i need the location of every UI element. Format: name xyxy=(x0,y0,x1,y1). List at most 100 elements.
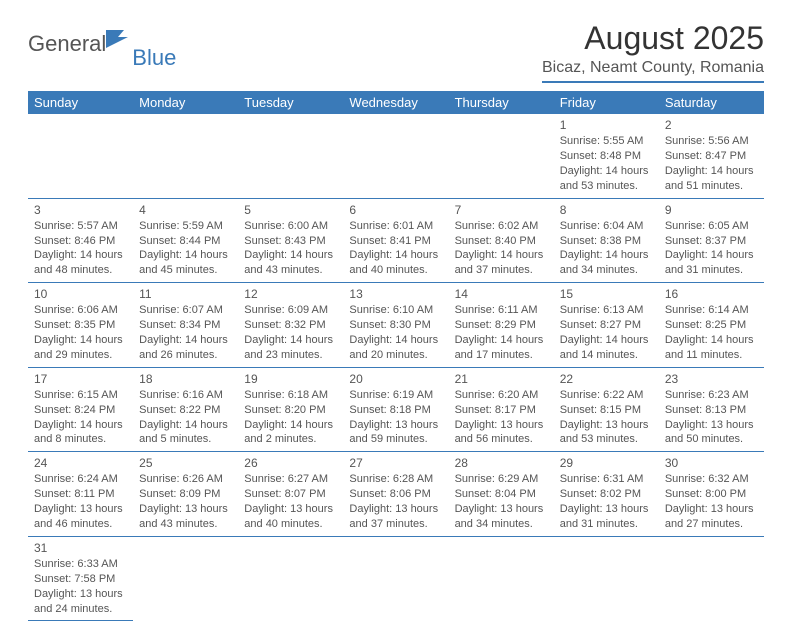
calendar-cell: 23Sunrise: 6:23 AMSunset: 8:13 PMDayligh… xyxy=(659,367,764,452)
day-number: 13 xyxy=(349,286,442,302)
sunset-text: Sunset: 8:06 PM xyxy=(349,487,442,502)
calendar-cell-empty xyxy=(133,536,238,621)
calendar-cell: 11Sunrise: 6:07 AMSunset: 8:34 PMDayligh… xyxy=(133,283,238,368)
calendar-header-row: SundayMondayTuesdayWednesdayThursdayFrid… xyxy=(28,91,764,114)
logo-text-general: General xyxy=(28,31,106,57)
calendar-cell: 28Sunrise: 6:29 AMSunset: 8:04 PMDayligh… xyxy=(449,452,554,537)
calendar-cell: 12Sunrise: 6:09 AMSunset: 8:32 PMDayligh… xyxy=(238,283,343,368)
daylight-text: Daylight: 13 hours and 59 minutes. xyxy=(349,418,442,448)
sunset-text: Sunset: 8:18 PM xyxy=(349,403,442,418)
day-number: 23 xyxy=(665,371,758,387)
day-header: Wednesday xyxy=(343,91,448,114)
daylight-text: Daylight: 14 hours and 48 minutes. xyxy=(34,248,127,278)
month-title: August 2025 xyxy=(542,20,764,57)
calendar-cell: 1Sunrise: 5:55 AMSunset: 8:48 PMDaylight… xyxy=(554,114,659,198)
calendar-cell: 27Sunrise: 6:28 AMSunset: 8:06 PMDayligh… xyxy=(343,452,448,537)
daylight-text: Daylight: 13 hours and 50 minutes. xyxy=(665,418,758,448)
day-number: 25 xyxy=(139,455,232,471)
calendar-cell: 14Sunrise: 6:11 AMSunset: 8:29 PMDayligh… xyxy=(449,283,554,368)
sunset-text: Sunset: 8:37 PM xyxy=(665,234,758,249)
sunset-text: Sunset: 8:35 PM xyxy=(34,318,127,333)
day-number: 6 xyxy=(349,202,442,218)
day-number: 1 xyxy=(560,117,653,133)
daylight-text: Daylight: 14 hours and 51 minutes. xyxy=(665,164,758,194)
sunrise-text: Sunrise: 5:55 AM xyxy=(560,134,653,149)
daylight-text: Daylight: 14 hours and 29 minutes. xyxy=(34,333,127,363)
calendar-cell: 15Sunrise: 6:13 AMSunset: 8:27 PMDayligh… xyxy=(554,283,659,368)
daylight-text: Daylight: 14 hours and 43 minutes. xyxy=(244,248,337,278)
daylight-text: Daylight: 14 hours and 2 minutes. xyxy=(244,418,337,448)
sunrise-text: Sunrise: 5:57 AM xyxy=(34,219,127,234)
calendar-cell-empty xyxy=(28,114,133,198)
daylight-text: Daylight: 14 hours and 34 minutes. xyxy=(560,248,653,278)
daylight-text: Daylight: 13 hours and 27 minutes. xyxy=(665,502,758,532)
logo-text-blue: Blue xyxy=(132,45,176,71)
daylight-text: Daylight: 13 hours and 40 minutes. xyxy=(244,502,337,532)
calendar-cell: 29Sunrise: 6:31 AMSunset: 8:02 PMDayligh… xyxy=(554,452,659,537)
logo-flag-icon xyxy=(104,28,132,55)
sunrise-text: Sunrise: 6:15 AM xyxy=(34,388,127,403)
calendar-cell: 7Sunrise: 6:02 AMSunset: 8:40 PMDaylight… xyxy=(449,198,554,283)
sunrise-text: Sunrise: 6:24 AM xyxy=(34,472,127,487)
sunset-text: Sunset: 8:24 PM xyxy=(34,403,127,418)
sunset-text: Sunset: 8:25 PM xyxy=(665,318,758,333)
daylight-text: Daylight: 14 hours and 8 minutes. xyxy=(34,418,127,448)
sunrise-text: Sunrise: 6:28 AM xyxy=(349,472,442,487)
day-number: 26 xyxy=(244,455,337,471)
daylight-text: Daylight: 13 hours and 46 minutes. xyxy=(34,502,127,532)
sunset-text: Sunset: 8:09 PM xyxy=(139,487,232,502)
daylight-text: Daylight: 13 hours and 53 minutes. xyxy=(560,418,653,448)
sunrise-text: Sunrise: 6:07 AM xyxy=(139,303,232,318)
sunrise-text: Sunrise: 6:19 AM xyxy=(349,388,442,403)
day-number: 8 xyxy=(560,202,653,218)
calendar-cell: 20Sunrise: 6:19 AMSunset: 8:18 PMDayligh… xyxy=(343,367,448,452)
sunset-text: Sunset: 8:04 PM xyxy=(455,487,548,502)
day-number: 24 xyxy=(34,455,127,471)
calendar-cell: 13Sunrise: 6:10 AMSunset: 8:30 PMDayligh… xyxy=(343,283,448,368)
calendar-cell: 31Sunrise: 6:33 AMSunset: 7:58 PMDayligh… xyxy=(28,536,133,621)
sunrise-text: Sunrise: 6:05 AM xyxy=(665,219,758,234)
sunrise-text: Sunrise: 6:32 AM xyxy=(665,472,758,487)
day-number: 10 xyxy=(34,286,127,302)
daylight-text: Daylight: 14 hours and 17 minutes. xyxy=(455,333,548,363)
day-number: 30 xyxy=(665,455,758,471)
day-number: 11 xyxy=(139,286,232,302)
sunset-text: Sunset: 8:15 PM xyxy=(560,403,653,418)
daylight-text: Daylight: 14 hours and 37 minutes. xyxy=(455,248,548,278)
sunrise-text: Sunrise: 6:22 AM xyxy=(560,388,653,403)
sunrise-text: Sunrise: 6:06 AM xyxy=(34,303,127,318)
sunset-text: Sunset: 8:43 PM xyxy=(244,234,337,249)
sunset-text: Sunset: 8:02 PM xyxy=(560,487,653,502)
daylight-text: Daylight: 13 hours and 56 minutes. xyxy=(455,418,548,448)
sunrise-text: Sunrise: 5:59 AM xyxy=(139,219,232,234)
daylight-text: Daylight: 14 hours and 45 minutes. xyxy=(139,248,232,278)
sunrise-text: Sunrise: 6:29 AM xyxy=(455,472,548,487)
calendar-cell: 3Sunrise: 5:57 AMSunset: 8:46 PMDaylight… xyxy=(28,198,133,283)
sunset-text: Sunset: 8:29 PM xyxy=(455,318,548,333)
sunrise-text: Sunrise: 6:09 AM xyxy=(244,303,337,318)
sunset-text: Sunset: 7:58 PM xyxy=(34,572,127,587)
calendar-cell: 21Sunrise: 6:20 AMSunset: 8:17 PMDayligh… xyxy=(449,367,554,452)
calendar-cell-empty xyxy=(343,536,448,621)
header: General Blue August 2025 Bicaz, Neamt Co… xyxy=(28,20,764,83)
sunrise-text: Sunrise: 6:20 AM xyxy=(455,388,548,403)
calendar-cell: 22Sunrise: 6:22 AMSunset: 8:15 PMDayligh… xyxy=(554,367,659,452)
calendar-cell: 9Sunrise: 6:05 AMSunset: 8:37 PMDaylight… xyxy=(659,198,764,283)
day-number: 22 xyxy=(560,371,653,387)
day-number: 5 xyxy=(244,202,337,218)
sunset-text: Sunset: 8:47 PM xyxy=(665,149,758,164)
sunset-text: Sunset: 8:13 PM xyxy=(665,403,758,418)
day-header: Sunday xyxy=(28,91,133,114)
sunrise-text: Sunrise: 6:16 AM xyxy=(139,388,232,403)
day-number: 9 xyxy=(665,202,758,218)
calendar-cell-empty xyxy=(343,114,448,198)
calendar-cell: 2Sunrise: 5:56 AMSunset: 8:47 PMDaylight… xyxy=(659,114,764,198)
sunrise-text: Sunrise: 6:33 AM xyxy=(34,557,127,572)
sunset-text: Sunset: 8:34 PM xyxy=(139,318,232,333)
calendar-cell-empty xyxy=(449,536,554,621)
daylight-text: Daylight: 13 hours and 34 minutes. xyxy=(455,502,548,532)
day-number: 4 xyxy=(139,202,232,218)
calendar-cell-empty xyxy=(133,114,238,198)
sunrise-text: Sunrise: 6:23 AM xyxy=(665,388,758,403)
sunset-text: Sunset: 8:17 PM xyxy=(455,403,548,418)
